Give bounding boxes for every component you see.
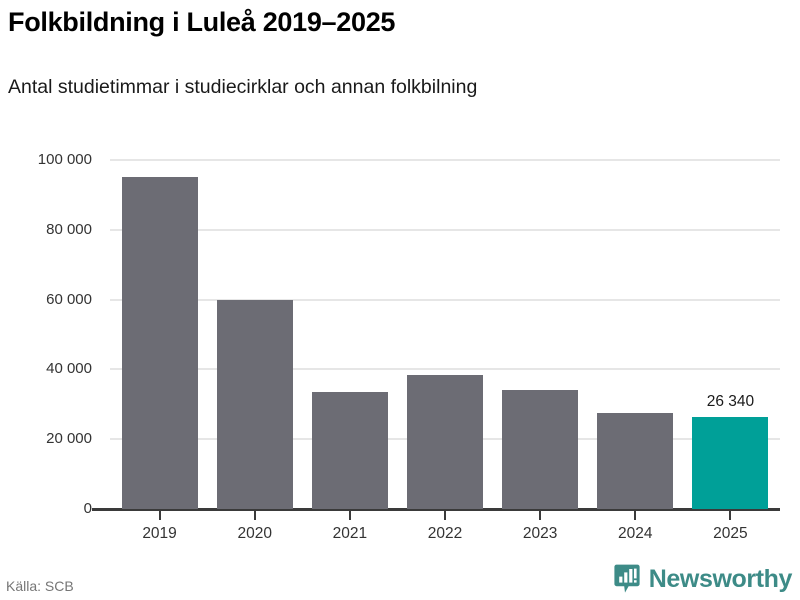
x-axis-tick-mark [634,511,637,520]
x-axis-tick-mark [158,511,161,520]
x-axis-tick-mark [253,511,256,520]
gridline [110,368,780,371]
y-axis-tick-label: 80 000 [46,220,92,238]
y-axis-tick-label: 40 000 [46,360,92,378]
gridline [110,159,780,161]
x-axis-tick-label-2021: 2021 [332,525,368,542]
x-axis-tick-mark [444,511,446,520]
bar-2024[interactable] [597,413,674,509]
x-axis-line [92,508,780,511]
chart-subtitle: Antal studietimmar i studiecirklar och a… [8,76,478,98]
bar-2020[interactable] [216,299,293,509]
bar-2022[interactable] [406,374,484,509]
logo-wordmark: Newsworthy [648,565,793,593]
x-axis-tick-label-2020: 2020 [237,525,272,542]
bar-2021[interactable] [311,392,388,509]
x-axis-tick-mark [348,511,351,520]
bar-2023[interactable] [502,390,579,509]
y-axis-tick-label: 60 000 [46,290,92,308]
bar-value-label-2025: 26 340 [706,393,755,411]
x-axis-tick-label-2022: 2022 [427,525,463,542]
x-axis-tick-mark [539,511,542,520]
x-axis-tick-label-2024: 2024 [618,525,653,542]
gridline [110,298,780,301]
x-axis-tick-label-2019: 2019 [142,525,177,542]
gridline [110,228,780,231]
bar-2019[interactable] [121,177,198,509]
x-axis-tick-label-2023: 2023 [522,525,558,542]
bar-2025[interactable] [692,417,769,509]
x-axis-tick-mark [729,511,732,520]
x-axis-tick-label-2025: 2025 [713,525,748,542]
y-axis-tick-label: 20 000 [46,430,92,448]
newsworthy-logo[interactable]: Newsworthy [614,563,792,595]
chart-title: Folkbildning i Luleå 2019–2025 [8,7,396,37]
y-axis-tick-label: 0 [83,500,92,517]
newsworthy-bars-bubble-icon [614,564,640,593]
y-axis-tick-label: 100 000 [37,151,92,168]
source-note: Källa: SCB [6,578,74,594]
